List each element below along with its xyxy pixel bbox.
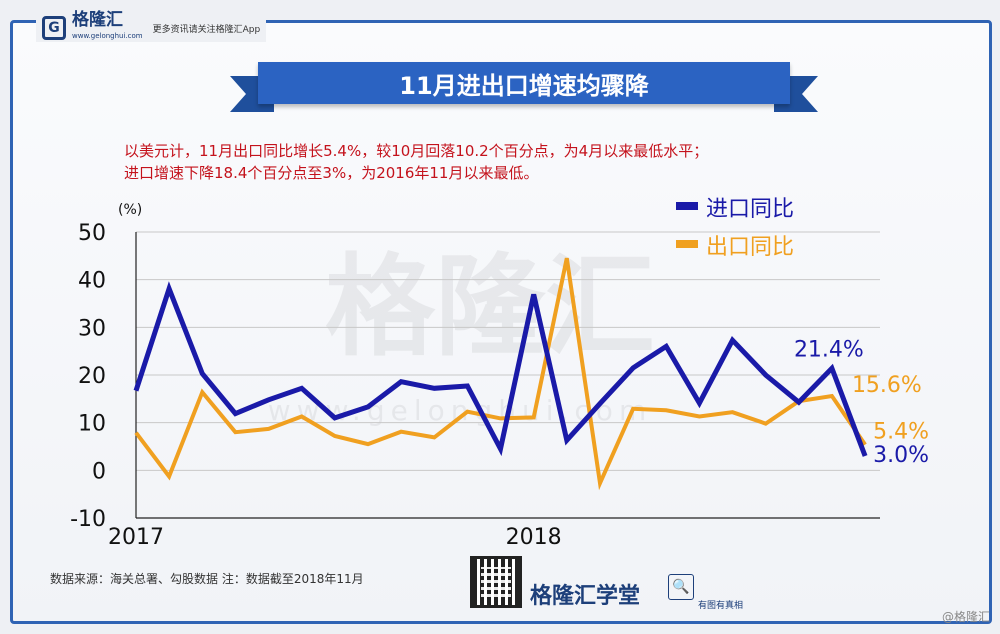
chart-frame	[10, 20, 992, 624]
x-tick-label: 2017	[108, 525, 164, 550]
data-source-note: 数据来源：海关总署、勾股数据 注：数据截至2018年11月	[50, 572, 364, 586]
chart-watermark: 格隆汇	[325, 243, 655, 371]
title-banner: 11月进出口增速均骤降	[230, 62, 810, 112]
y-tick-label: 0	[92, 459, 106, 484]
y-tick-label: 40	[78, 269, 106, 294]
legend-label-export: 出口同比	[706, 235, 794, 260]
y-tick-label: 10	[78, 412, 106, 437]
description-line-2: 进口增速下降18.4个百分点至3%，为2016年11月以来最低。	[124, 164, 539, 182]
legend-swatch-export	[676, 240, 698, 248]
y-tick-label: 20	[78, 364, 106, 389]
chart-title: 11月进出口增速均骤降	[258, 62, 790, 104]
y-tick-label: 30	[78, 316, 106, 341]
axes: -10 0 10 20 30 40 50 (%) 2017 2018	[70, 202, 880, 550]
import-label-oct: 21.4%	[794, 337, 864, 362]
qr-code	[470, 556, 522, 608]
legend-label-import: 进口同比	[706, 197, 794, 222]
y-tick-label: 50	[78, 221, 106, 246]
end-labels: 21.4% 3.0% 15.6% 5.4%	[794, 337, 929, 468]
import-label-nov: 3.0%	[873, 443, 929, 468]
corner-watermark: @格隆汇	[941, 610, 990, 624]
brand-logo-icon: G	[42, 16, 66, 40]
series-group	[133, 257, 868, 491]
description: 以美元计，11月出口同比增长5.4%，较10月回落10.2个百分点，为4月以来最…	[124, 140, 708, 184]
academy-name: 格隆汇学堂	[530, 584, 641, 609]
x-tick-label: 2018	[506, 525, 562, 550]
y-tick-label: -10	[70, 507, 106, 532]
brand-logo: G 格隆汇 www.gelonghui.com 更多资讯请关注格隆汇App	[36, 12, 267, 44]
brand-name: 格隆汇 www.gelonghui.com	[72, 12, 143, 44]
brand-slogan: 更多资讯请关注格隆汇App	[152, 24, 261, 35]
academy-tagline: 有图有真相	[698, 601, 744, 611]
export-label-nov: 5.4%	[873, 420, 929, 445]
export-label-oct: 15.6%	[852, 373, 922, 398]
chart-magnifier-icon: 🔍	[668, 574, 694, 600]
brand-domain: www.gelonghui.com	[72, 32, 143, 40]
legend-swatch-import	[676, 202, 698, 210]
y-axis-unit: (%)	[118, 202, 142, 218]
description-line-1: 以美元计，11月出口同比增长5.4%，较10月回落10.2个百分点，为4月以来最…	[124, 142, 709, 160]
